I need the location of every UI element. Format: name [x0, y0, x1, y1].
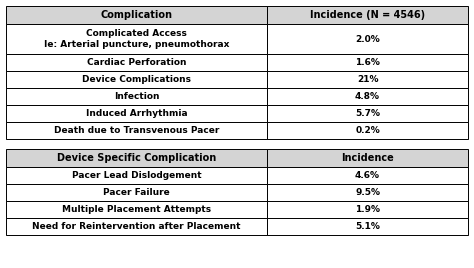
- Text: Incidence: Incidence: [341, 153, 394, 163]
- Bar: [6, 201, 267, 218]
- Text: Infection: Infection: [114, 92, 159, 101]
- Text: 0.2%: 0.2%: [355, 126, 380, 135]
- Bar: [267, 105, 468, 122]
- Bar: [6, 54, 267, 71]
- Text: 1.9%: 1.9%: [355, 205, 380, 214]
- Bar: [267, 54, 468, 71]
- Text: Death due to Transvenous Pacer: Death due to Transvenous Pacer: [54, 126, 219, 135]
- Bar: [267, 71, 468, 88]
- Bar: [6, 105, 267, 122]
- Text: Multiple Placement Attempts: Multiple Placement Attempts: [62, 205, 211, 214]
- Bar: [6, 6, 267, 24]
- Text: 4.8%: 4.8%: [355, 92, 380, 101]
- Bar: [6, 184, 267, 201]
- Text: Cardiac Perforation: Cardiac Perforation: [87, 58, 186, 67]
- Text: Device Specific Complication: Device Specific Complication: [57, 153, 216, 163]
- Text: 1.6%: 1.6%: [355, 58, 380, 67]
- Bar: [6, 149, 267, 167]
- Text: Incidence (N = 4546): Incidence (N = 4546): [310, 10, 425, 20]
- Text: Device Complications: Device Complications: [82, 75, 191, 84]
- Text: Complication: Complication: [100, 10, 173, 20]
- Bar: [6, 122, 267, 139]
- Bar: [267, 24, 468, 54]
- Bar: [267, 184, 468, 201]
- Bar: [267, 149, 468, 167]
- Bar: [6, 71, 267, 88]
- Text: Induced Arrhythmia: Induced Arrhythmia: [86, 109, 187, 118]
- Bar: [267, 218, 468, 235]
- Bar: [6, 24, 267, 54]
- Bar: [6, 167, 267, 184]
- Text: Complicated Access
Ie: Arterial puncture, pneumothorax: Complicated Access Ie: Arterial puncture…: [44, 29, 229, 49]
- Bar: [267, 88, 468, 105]
- Bar: [6, 218, 267, 235]
- Text: 4.6%: 4.6%: [355, 171, 380, 180]
- Text: 2.0%: 2.0%: [355, 35, 380, 43]
- Bar: [267, 201, 468, 218]
- Text: 21%: 21%: [357, 75, 378, 84]
- Text: 5.1%: 5.1%: [355, 222, 380, 231]
- Bar: [267, 122, 468, 139]
- Text: Need for Reintervention after Placement: Need for Reintervention after Placement: [32, 222, 241, 231]
- Bar: [267, 6, 468, 24]
- Bar: [6, 88, 267, 105]
- Text: 9.5%: 9.5%: [355, 188, 380, 197]
- Bar: [267, 167, 468, 184]
- Text: 5.7%: 5.7%: [355, 109, 380, 118]
- Text: Pacer Lead Dislodgement: Pacer Lead Dislodgement: [72, 171, 201, 180]
- Text: Pacer Failure: Pacer Failure: [103, 188, 170, 197]
